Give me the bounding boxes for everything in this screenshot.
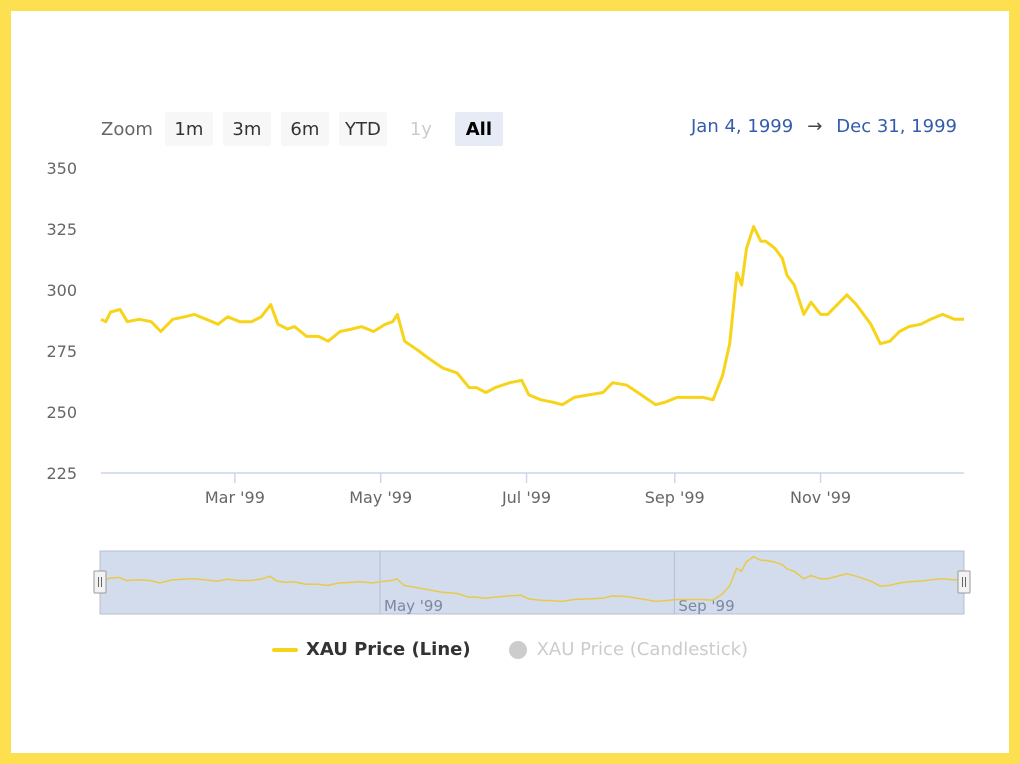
price-chart: 350 325 300 275 250 225 Mar '99 May '99 Jul '99… (46, 159, 971, 615)
x-axis: Mar '99 May '99 Jul '99 Sep '99 Nov '99 (101, 472, 964, 507)
zoom-button-all[interactable]: All (454, 112, 503, 146)
navigator-series-line (99, 555, 964, 603)
range-selector: Zoom 1m 3m 6m YTD 1y All (101, 111, 513, 147)
zoom-label: Zoom (101, 118, 153, 140)
legend-label: XAU Price (Line) (305, 639, 471, 660)
y-axis: 350 325 300 275 250 225 (46, 159, 77, 483)
navigator-right-handle[interactable] (957, 570, 971, 594)
chart-container: Zoom 1m 3m 6m YTD 1y All Jan 4, 1999 → Dec 31… (11, 11, 1009, 753)
zoom-button-1y: 1y (396, 112, 445, 146)
legend: XAU Price (Line) XAU Price (Candlestick) (11, 639, 1009, 660)
legend-item-candlestick[interactable]: XAU Price (Candlestick) (508, 639, 749, 660)
x-tick-label: Sep '99 (645, 488, 705, 507)
y-tick-label: 250 (46, 403, 77, 422)
legend-line-symbol (271, 647, 298, 652)
range-arrow: → (807, 116, 823, 137)
zoom-button-3m[interactable]: 3m (222, 112, 271, 146)
navigator-left-handle[interactable] (93, 570, 107, 594)
x-tick-label: Nov '99 (790, 488, 851, 507)
legend-item-line[interactable]: XAU Price (Line) (271, 639, 471, 660)
zoom-button-1m[interactable]: 1m (164, 112, 213, 146)
range-to-date[interactable]: Dec 31, 1999 (836, 116, 957, 137)
y-tick-label: 275 (46, 342, 77, 361)
legend-circle-symbol (508, 640, 527, 659)
zoom-button-6m[interactable]: 6m (280, 112, 329, 146)
y-tick-label: 300 (46, 281, 77, 300)
range-from-date[interactable]: Jan 4, 1999 (691, 116, 794, 137)
y-tick-label: 350 (46, 159, 77, 178)
x-tick-label: Mar '99 (205, 488, 265, 507)
zoom-button-ytd[interactable]: YTD (338, 112, 387, 146)
x-tick-label: Jul '99 (501, 488, 551, 507)
navigator-label: Sep '99 (678, 597, 734, 615)
price-line (100, 225, 964, 407)
series-xau-price-line (100, 225, 964, 407)
x-tick-label: May '99 (349, 488, 412, 507)
navigator-mask[interactable] (99, 550, 965, 615)
navigator-label: May '99 (384, 597, 443, 615)
y-tick-label: 325 (46, 220, 77, 239)
legend-label: XAU Price (Candlestick) (536, 639, 749, 660)
y-tick-label: 225 (46, 464, 77, 483)
date-range-display: Jan 4, 1999 → Dec 31, 1999 (691, 116, 957, 137)
navigator[interactable]: May '99 Sep '99 (93, 550, 971, 615)
